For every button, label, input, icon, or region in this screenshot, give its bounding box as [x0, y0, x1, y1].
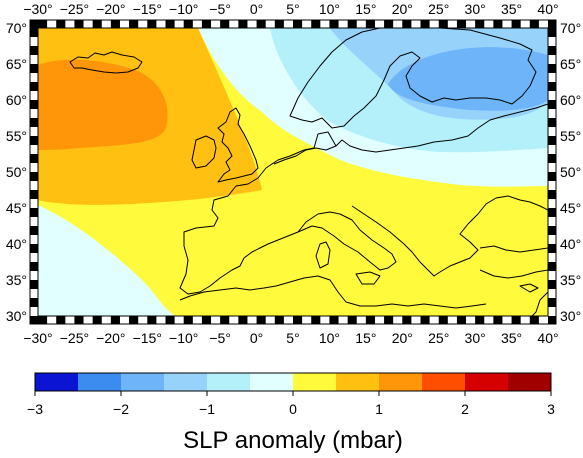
- longitude-label-bottom: −10°: [169, 330, 198, 346]
- colorbar-swatch: [207, 373, 251, 391]
- longitude-label-top: 20°: [392, 1, 413, 17]
- longitude-label-top: 40°: [537, 1, 558, 17]
- colorbar-swatch: [422, 373, 466, 391]
- coastline-great-britain: [217, 107, 259, 183]
- colorbar-swatch: [78, 373, 122, 391]
- coastline-western-europe: [179, 131, 337, 295]
- colorbar: −3 −2 −1 0 1 2 3 SLP anomaly (mbar): [27, 372, 555, 454]
- latitude-label-left: 55°: [6, 128, 27, 144]
- longitude-label-bottom: −30°: [23, 330, 52, 346]
- colorbar-swatch: [508, 373, 552, 391]
- longitude-label-bottom: −25°: [60, 330, 89, 346]
- colorbar-swatch: [250, 373, 294, 391]
- anomaly-band-neg0p5-to-0-atlantic: [38, 205, 175, 316]
- longitude-label-top: 5°: [286, 1, 299, 17]
- latitude-label-left: 70°: [6, 20, 27, 36]
- coastline-turkey: [479, 245, 548, 279]
- longitude-label-top: 0°: [250, 1, 263, 17]
- colorbar-swatch: [164, 373, 208, 391]
- longitude-label-bottom: 30°: [465, 330, 486, 346]
- colorbar-tick-label: −2: [113, 401, 129, 417]
- longitude-labels-top: −30° −25° −20° −15° −10° −5° 0° 5° 10° 15° 20° 25° 3…: [23, 1, 558, 17]
- coastlines: [69, 28, 548, 316]
- latitude-label-right: 55°: [560, 128, 581, 144]
- latitude-label-right: 35°: [560, 272, 581, 288]
- latitude-labels-right: 30° 35° 40° 45° 50° 55° 60° 65° 70°: [560, 20, 581, 324]
- latitude-label-right: 40°: [560, 236, 581, 252]
- colorbar-tick-label: 1: [375, 401, 383, 417]
- coastline-levant: [519, 283, 548, 316]
- longitude-label-top: −10°: [169, 1, 198, 17]
- latitude-label-right: 65°: [560, 56, 581, 72]
- longitude-label-top: 30°: [465, 1, 486, 17]
- longitude-label-bottom: 15°: [355, 330, 376, 346]
- longitude-label-top: 10°: [319, 1, 340, 17]
- longitude-label-top: −30°: [23, 1, 52, 17]
- longitude-label-bottom: 20°: [392, 330, 413, 346]
- latitude-label-left: 65°: [6, 56, 27, 72]
- latitude-label-right: 45°: [560, 200, 581, 216]
- longitude-label-bottom: −5°: [209, 330, 231, 346]
- longitude-label-bottom: 40°: [537, 330, 558, 346]
- longitude-label-bottom: 5°: [286, 330, 299, 346]
- longitude-label-top: −25°: [60, 1, 89, 17]
- coastline-ireland: [191, 135, 217, 169]
- coastline-scandinavia: [289, 28, 537, 129]
- coastline-north-africa: [179, 275, 487, 309]
- longitude-label-bottom: −20°: [96, 330, 125, 346]
- longitude-label-bottom: 35°: [501, 330, 522, 346]
- longitude-label-top: 35°: [501, 1, 522, 17]
- longitude-label-top: −5°: [209, 1, 231, 17]
- longitude-label-bottom: 0°: [250, 330, 263, 346]
- longitude-label-top: −15°: [133, 1, 162, 17]
- anomaly-band-neg0p5-to-0-south: [95, 308, 135, 316]
- longitude-label-top: 15°: [355, 1, 376, 17]
- longitude-labels-bottom: −30° −25° −20° −15° −10° −5° 0° 5° 10° 15° 20° 25° 3…: [23, 330, 558, 346]
- colorbar-swatch: [379, 373, 423, 391]
- coastline-sicily: [355, 271, 381, 285]
- coastline-iceland: [69, 51, 143, 74]
- colorbar-tick-label: −1: [199, 401, 215, 417]
- longitude-label-top: −20°: [96, 1, 125, 17]
- colorbar-swatch: [336, 373, 380, 391]
- latitude-label-right: 50°: [560, 164, 581, 180]
- latitude-label-right: 70°: [560, 20, 581, 36]
- coastline-italy: [297, 211, 397, 271]
- latitude-label-left: 35°: [6, 272, 27, 288]
- coastline-balkans: [351, 195, 548, 277]
- latitude-labels-left: 30° 35° 40° 45° 50° 55° 60° 65° 70°: [6, 20, 27, 324]
- latitude-label-left: 60°: [6, 92, 27, 108]
- latitude-label-left: 40°: [6, 236, 27, 252]
- colorbar-swatch: [121, 373, 165, 391]
- colorbar-swatch: [35, 373, 79, 391]
- map-frame: [29, 19, 557, 325]
- longitude-label-bottom: 25°: [428, 330, 449, 346]
- colorbar-tick-label: 3: [547, 401, 555, 417]
- latitude-label-right: 30°: [560, 308, 581, 324]
- colorbar-swatch: [293, 373, 337, 391]
- colorbar-tick-label: 0: [289, 401, 297, 417]
- latitude-label-left: 45°: [6, 200, 27, 216]
- colorbar-tick-label: −3: [27, 401, 43, 417]
- anomaly-band-1-to-1p5: [38, 59, 168, 150]
- longitude-label-bottom: 10°: [319, 330, 340, 346]
- latitude-label-left: 30°: [6, 308, 27, 324]
- longitude-label-bottom: −15°: [133, 330, 162, 346]
- latitude-label-right: 60°: [560, 92, 581, 108]
- colorbar-swatch: [465, 373, 509, 391]
- latitude-label-left: 50°: [6, 164, 27, 180]
- coastline-sardinia-corsica: [315, 241, 331, 269]
- anomaly-band-neg1p5-to-neg1: [388, 47, 548, 111]
- anomaly-field: [38, 28, 548, 316]
- colorbar-title: SLP anomaly (mbar): [183, 427, 403, 454]
- longitude-label-top: 25°: [428, 1, 449, 17]
- colorbar-tick-label: 2: [461, 401, 469, 417]
